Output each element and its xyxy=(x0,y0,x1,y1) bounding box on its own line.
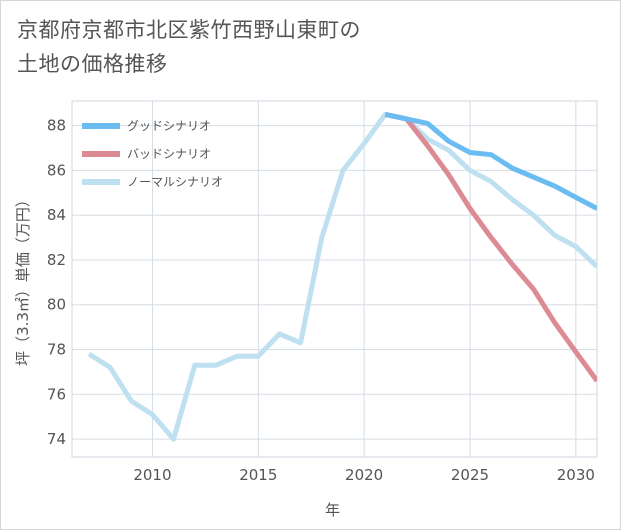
x-tick-label: 2020 xyxy=(345,466,383,484)
x-tick-label: 2015 xyxy=(239,466,277,484)
plot-area xyxy=(71,100,598,458)
x-axis-title: 年 xyxy=(325,501,340,519)
chart-title: 京都府京都市北区紫竹西野山東町の 土地の価格推移 xyxy=(17,13,537,81)
legend-normal-label: ノーマルシナリオ xyxy=(127,175,223,189)
normal-scenario-line xyxy=(87,111,597,442)
x-tick-label: 2025 xyxy=(451,466,489,484)
y-tick-label: 88 xyxy=(47,117,66,135)
x-tick-label: 2010 xyxy=(133,466,171,484)
chart-title-line-2: 土地の価格推移 xyxy=(17,52,168,76)
y-tick-label: 74 xyxy=(47,430,66,448)
y-tick-label: 84 xyxy=(47,206,66,224)
y-axis-title: 坪（3.3㎡）単価（万円） xyxy=(14,192,32,366)
y-tick-label: 80 xyxy=(47,296,66,314)
y-tick-label: 76 xyxy=(47,385,66,403)
chart-title-line-1: 京都府京都市北区紫竹西野山東町の xyxy=(17,18,361,42)
legend-bad-label: バッドシナリオ xyxy=(127,147,211,161)
y-tick-label: 82 xyxy=(47,251,66,269)
x-tick-label: 2030 xyxy=(557,466,595,484)
legend-good-label: グッドシナリオ xyxy=(127,119,211,133)
y-tick-label: 86 xyxy=(47,161,66,179)
y-tick-label: 78 xyxy=(47,341,66,359)
bad-scenario-line xyxy=(384,111,597,383)
good-scenario-line xyxy=(384,111,597,211)
